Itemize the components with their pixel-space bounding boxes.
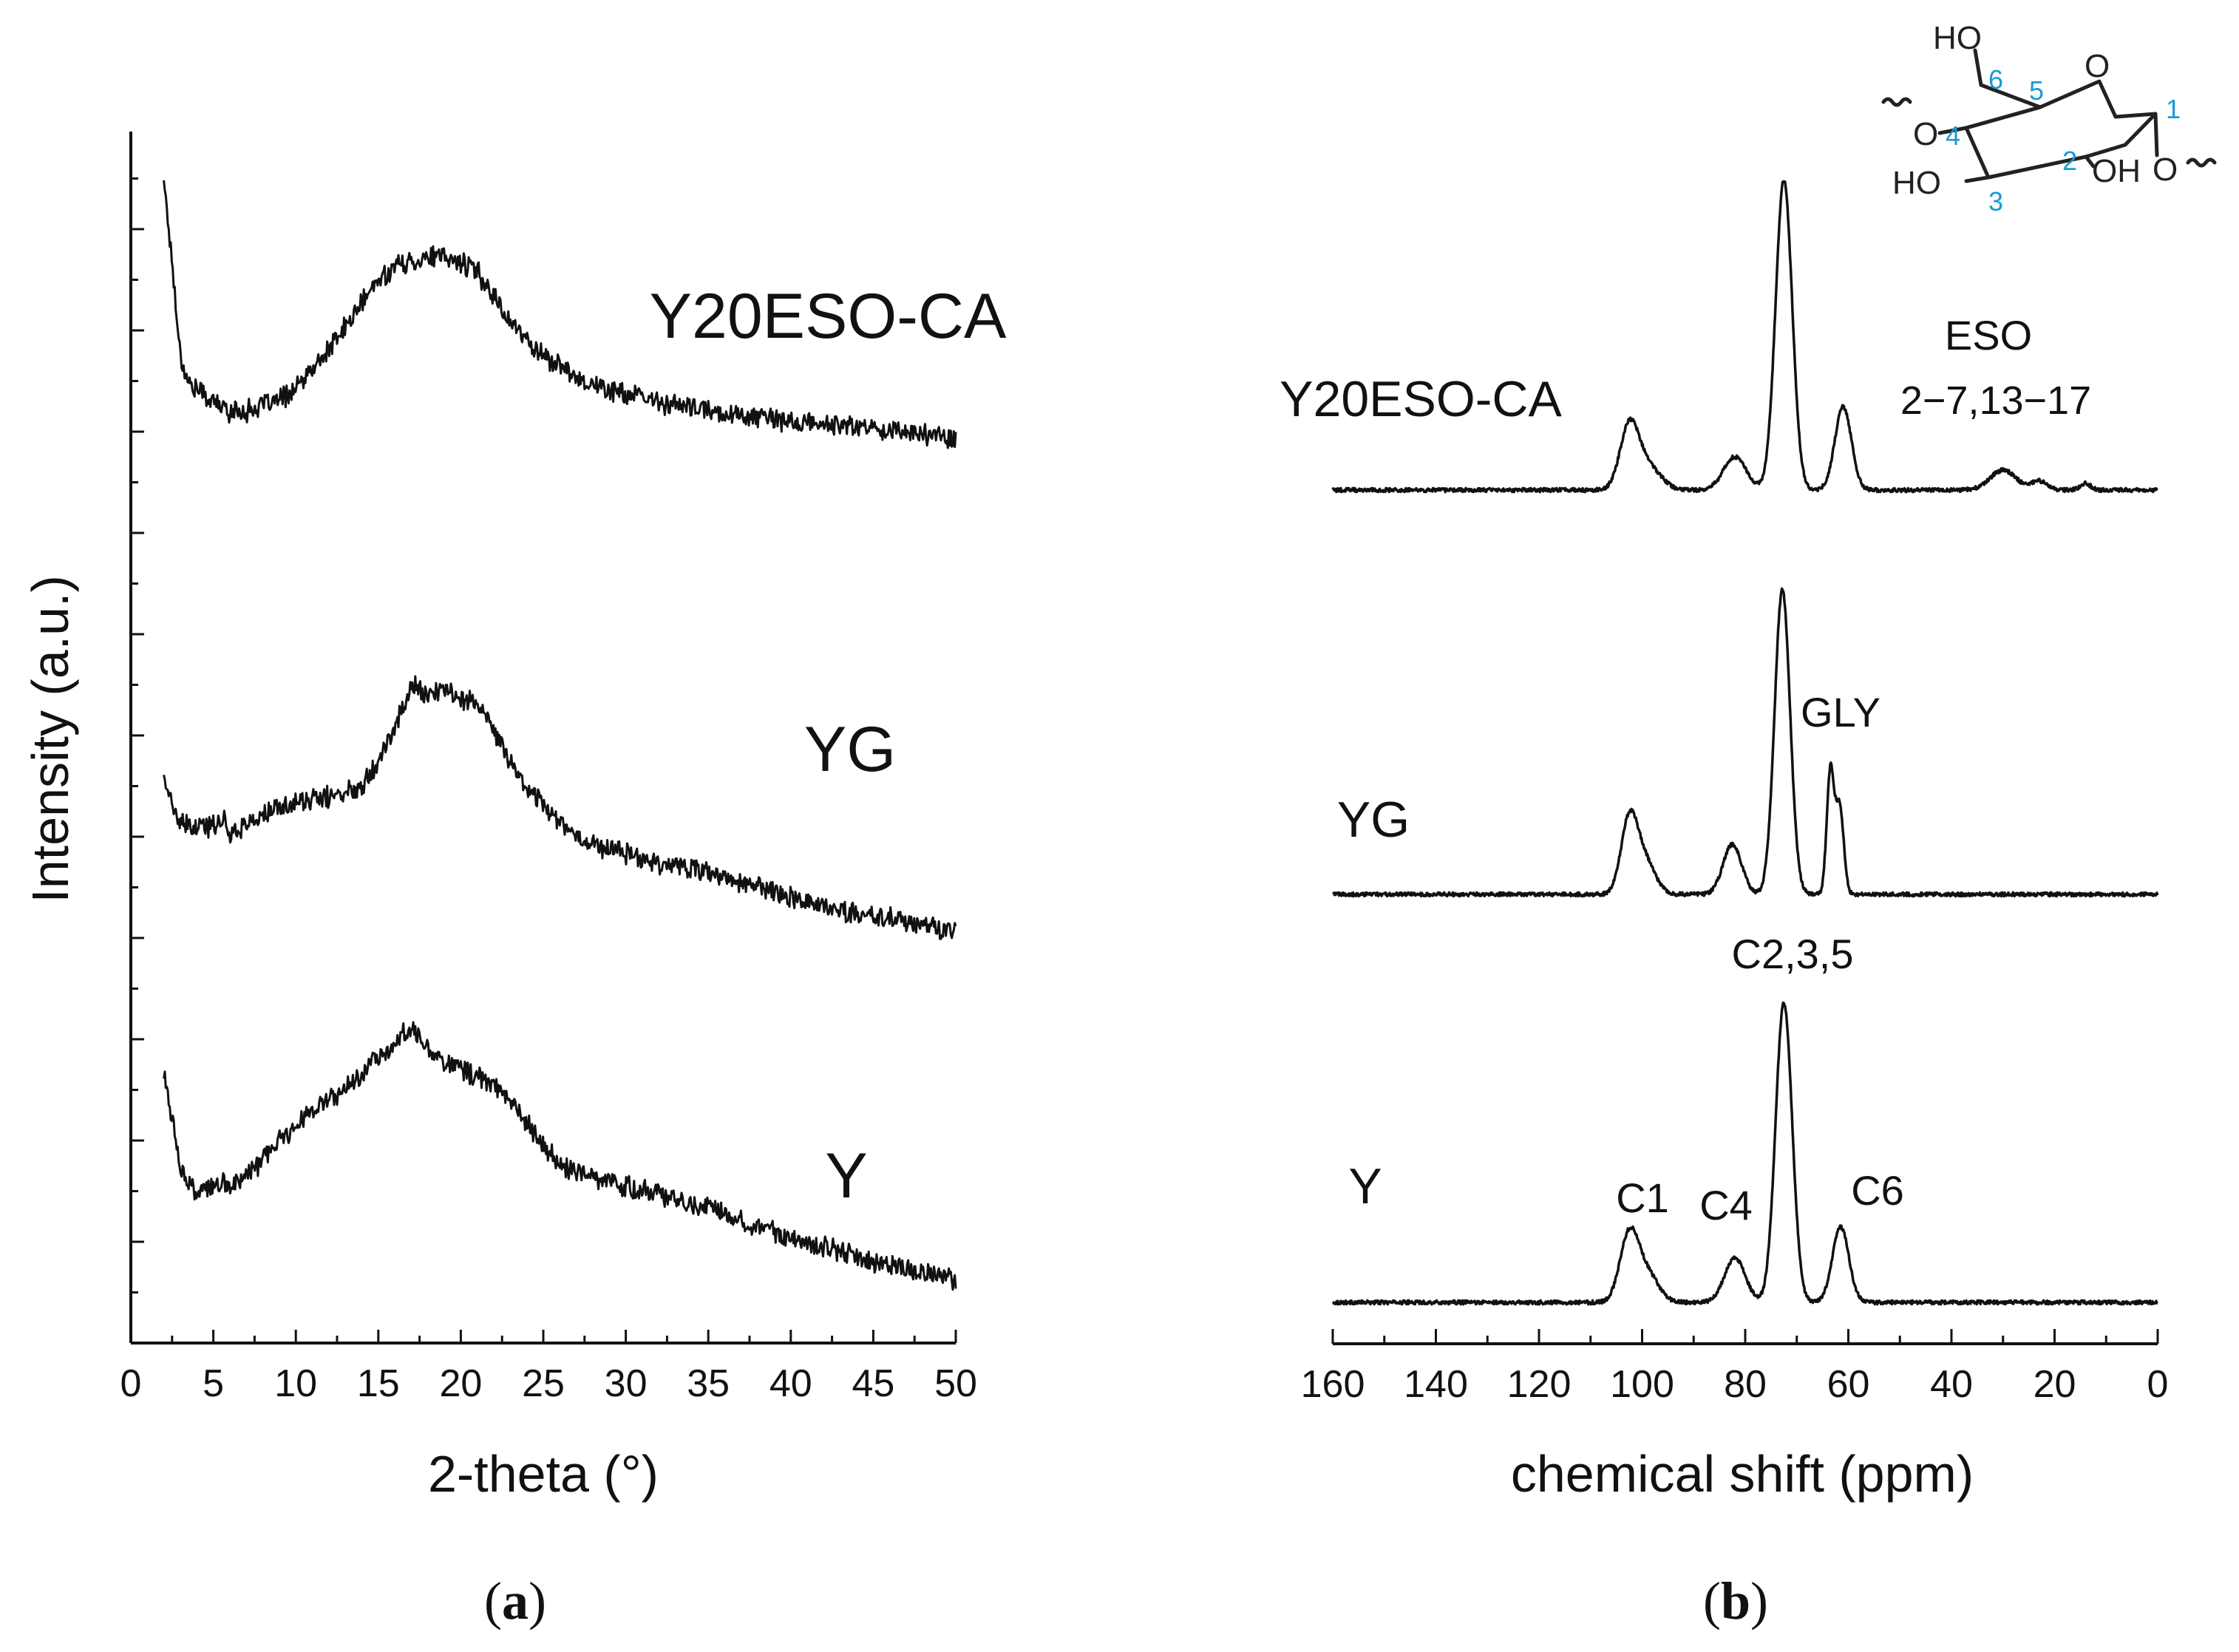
panel-a-x-tick-label: 0 [120, 1362, 142, 1405]
panel-a-x-tick-label: 15 [357, 1362, 400, 1405]
panel-b-x-tick-label: 100 [1610, 1363, 1674, 1406]
panel-b-series-label-yg: YG [1337, 792, 1410, 848]
c4-to-c5-back-bond [1964, 105, 2042, 130]
structure-number-3: 3 [1988, 186, 2003, 217]
panel-b-caption: (b) [1703, 1571, 1768, 1631]
structure-label-oh: OH [2092, 153, 2141, 189]
panel-a-series-line-yg [163, 675, 957, 940]
svg-text:(a): (a) [484, 1571, 546, 1631]
panel-a-x-tick-label: 30 [605, 1362, 648, 1405]
panel-b-series-line-yg [1332, 587, 2159, 898]
c1-o-bond [2153, 112, 2159, 157]
panel-b-caption-close-paren: ) [1750, 1571, 1768, 1631]
panel-b-x-tick-label: 60 [1827, 1363, 1870, 1406]
structure-number-4: 4 [1946, 120, 1960, 151]
glucose-unit-structure-inset: HO O O OH O HO 6 5 1 4 2 3 [1881, 20, 2217, 217]
structure-number-6: 6 [1988, 64, 2003, 95]
structure-label-ho-top: HO [1933, 20, 1982, 56]
panel-a-series-label-y20eso-ca: Y20ESO-CA [650, 281, 1007, 352]
panel-b-caption-open-paren: ( [1703, 1571, 1721, 1631]
c4-o-bond [1937, 126, 1968, 135]
panel-b-x-tick-label: 20 [2034, 1363, 2076, 1406]
panel-a-series-line-y20eso-ca [163, 180, 957, 449]
panel-b-x-tick-label: 0 [2147, 1363, 2169, 1406]
c6-ho-bond [1973, 48, 1983, 87]
panel-a-caption: (a) [484, 1571, 546, 1631]
c2-oh-bond [2084, 154, 2096, 169]
structure-label-o-right: O [2153, 152, 2178, 188]
panel-a-axes: 0 5 10 15 20 25 30 35 40 45 50 [120, 132, 977, 1405]
panel-a-series-label-yg: YG [804, 714, 896, 785]
svg-text:(b): (b) [1703, 1571, 1768, 1631]
panel-a-x-tick-label: 40 [769, 1362, 812, 1405]
panel-b-series-label-y: Y [1348, 1158, 1382, 1214]
panel-b-x-tick-label: 80 [1724, 1363, 1767, 1406]
panel-a-x-axis-title: 2-theta (°) [428, 1445, 659, 1503]
panel-b-annotation-eso: ESO [1945, 312, 2032, 358]
structure-label-ring-o: O [2085, 48, 2110, 84]
panel-b-annotation-c6: C6 [1851, 1167, 1904, 1214]
panel-a-x-tick-label: 50 [934, 1362, 977, 1405]
pyranose-ring [1964, 79, 2158, 180]
panel-a-y-axis-title: Intensity (a.u.) [21, 575, 79, 903]
panel-b-caption-letter: b [1721, 1571, 1750, 1631]
c6-bond [1979, 83, 2042, 109]
panel-b-annotation-c235: C2,3,5 [1732, 931, 1854, 977]
structure-number-2: 2 [2062, 146, 2077, 176]
panel-b-x-tick-label: 120 [1507, 1363, 1572, 1406]
panel-a-series-line-y [163, 1021, 957, 1291]
panel-b-nmr-chart: 160 140 120 100 80 60 40 20 0 Y20ESO-CA YG Y ESO… [1280, 20, 2217, 1631]
panel-b-axes: 160 140 120 100 80 60 40 20 0 [1301, 1329, 2169, 1406]
panel-b-series-label-y20eso-ca: Y20ESO-CA [1280, 371, 1562, 427]
glycosidic-wavy-bond-right [2186, 157, 2217, 168]
structure-number-1: 1 [2166, 94, 2181, 124]
panel-b-series [1331, 180, 2159, 1306]
panel-b-series-line-y [1331, 1001, 2158, 1306]
panel-a-xrd-chart: 0 5 10 15 20 25 30 35 40 45 50 Y20ESO-CA YG Y 2-th… [21, 132, 1007, 1631]
panel-a-caption-open-paren: ( [484, 1571, 502, 1631]
panel-a-x-tick-label: 25 [522, 1362, 565, 1405]
panel-b-series-line-y20eso-ca [1331, 180, 2158, 494]
panel-a-series [163, 180, 957, 1291]
panel-b-annotation-c1: C1 [1616, 1175, 1669, 1221]
panel-b-annotation-c4: C4 [1699, 1182, 1753, 1228]
structure-label-o-left: O [1913, 116, 1938, 152]
glycosidic-wavy-bond-left [1881, 97, 1912, 107]
panel-b-x-tick-label: 140 [1404, 1363, 1468, 1406]
panel-a-caption-letter: a [502, 1571, 529, 1631]
c3-ho-bond [1964, 175, 1991, 183]
panel-a-x-tick-label: 20 [439, 1362, 482, 1405]
panel-b-annotation-eso-carbons: 2−7,13−17 [1900, 378, 2091, 423]
structure-label-ho-bottom: HO [1892, 165, 1941, 201]
panel-b-x-axis-title: chemical shift (ppm) [1511, 1445, 1974, 1503]
panel-a-series-label-y: Y [825, 1141, 867, 1211]
panel-b-annotation-gly: GLY [1801, 689, 1880, 735]
panel-b-x-tick-label: 40 [1930, 1363, 1973, 1406]
panel-a-x-tick-label: 10 [274, 1362, 317, 1405]
panel-a-x-tick-label: 5 [203, 1362, 224, 1405]
structure-number-5: 5 [2029, 75, 2044, 106]
panel-a-caption-close-paren: ) [529, 1571, 546, 1631]
panel-a-x-tick-label: 45 [852, 1362, 894, 1405]
panel-a-x-tick-label: 35 [687, 1362, 730, 1405]
panel-b-x-tick-label: 160 [1301, 1363, 1365, 1406]
